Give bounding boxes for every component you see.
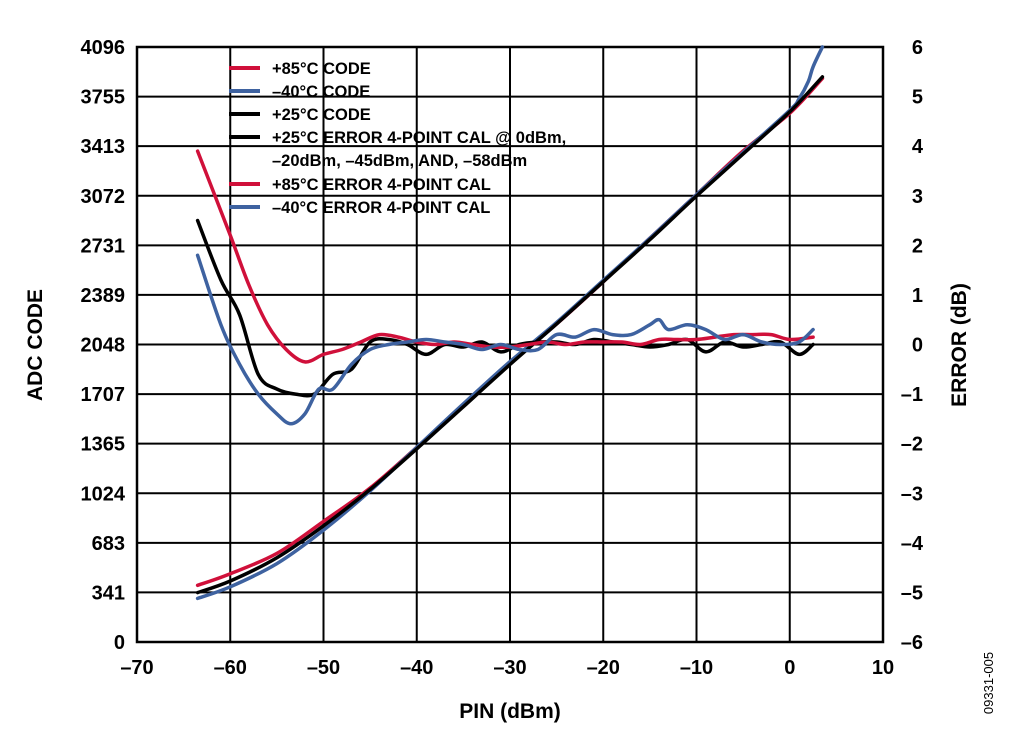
y2-tick-label: –5 xyxy=(901,582,923,604)
y2-tick-label: 5 xyxy=(912,87,923,109)
y2-tick-label: –3 xyxy=(901,483,923,505)
y-tick-label: 2731 xyxy=(81,235,126,257)
legend-label: +85°C ERROR 4-POINT CAL xyxy=(272,176,491,194)
x-axis-title: PIN (dBm) xyxy=(459,700,561,723)
figure-id: 09331-005 xyxy=(981,652,996,714)
plot-frame xyxy=(135,45,885,644)
y2-tick-label: –2 xyxy=(901,434,923,456)
x-tick-labels: –70 –60 –50 –40 –30 –20 –10 0 10 xyxy=(120,657,894,679)
series-layer xyxy=(195,45,825,601)
x-tick-label: –20 xyxy=(587,657,620,679)
y-tick-label: 1024 xyxy=(81,483,126,505)
series-line-40-c-error-4-point-cal xyxy=(195,253,815,426)
y-tick-label: 1707 xyxy=(81,384,126,406)
legend-label: +25°C ERROR 4-POINT CAL @ 0dBm, xyxy=(272,129,566,147)
legend: +85°C CODE –40°C CODE +25°C CODE +25°C ERRO… xyxy=(229,60,566,217)
series-line-25-c-error-4-point-cal xyxy=(195,218,815,398)
y-tick-label: 3072 xyxy=(81,186,126,208)
y-tick-label: 3413 xyxy=(81,136,126,158)
y2-tick-label: 3 xyxy=(912,186,923,208)
y2-tick-label: 0 xyxy=(912,335,923,357)
y2-tick-label: 2 xyxy=(912,235,923,257)
y2-tick-label: 4 xyxy=(912,136,924,158)
y-axis-title: ADC CODE xyxy=(24,289,47,401)
x-tick-label: –70 xyxy=(120,657,153,679)
legend-label: +25°C CODE xyxy=(272,106,371,124)
x-tick-label: –60 xyxy=(214,657,247,679)
y-tick-label: 0 xyxy=(114,632,125,654)
legend-label: –40°C ERROR 4-POINT CAL xyxy=(272,199,490,217)
x-tick-label: –50 xyxy=(307,657,340,679)
y-tick-label: 4096 xyxy=(81,37,126,59)
y2-tick-label: –6 xyxy=(901,632,923,654)
x-tick-label: –30 xyxy=(493,657,526,679)
y-tick-label: 3755 xyxy=(81,87,126,109)
y-tick-label: 341 xyxy=(92,582,125,604)
y2-tick-label: –1 xyxy=(901,384,923,406)
y2-tick-label: 1 xyxy=(912,285,923,307)
y2-tick-label: –4 xyxy=(901,533,924,555)
legend-label: –20dBm, –45dBm, AND, –58dBm xyxy=(272,152,527,170)
y-tick-label: 683 xyxy=(92,533,125,555)
y2-tick-labels: –6 –5 –4 –3 –2 –1 0 1 2 3 4 5 6 xyxy=(901,37,924,654)
x-tick-label: 10 xyxy=(872,657,894,679)
y2-tick-label: 6 xyxy=(912,37,923,59)
x-tick-label: –10 xyxy=(680,657,713,679)
legend-label: –40°C CODE xyxy=(272,83,370,101)
y-tick-label: 2389 xyxy=(81,285,126,307)
y-tick-labels: 0 341 683 1024 1365 1707 2048 2389 2731 3072 3413 3… xyxy=(81,37,126,654)
y2-axis-title: ERROR (dB) xyxy=(948,283,971,407)
series-line-25-c-code xyxy=(195,75,825,595)
y-tick-label: 2048 xyxy=(81,335,126,357)
x-tick-label: –40 xyxy=(400,657,433,679)
x-tick-label: 0 xyxy=(784,657,795,679)
y-tick-label: 1365 xyxy=(81,434,126,456)
legend-label: +85°C CODE xyxy=(272,60,371,78)
